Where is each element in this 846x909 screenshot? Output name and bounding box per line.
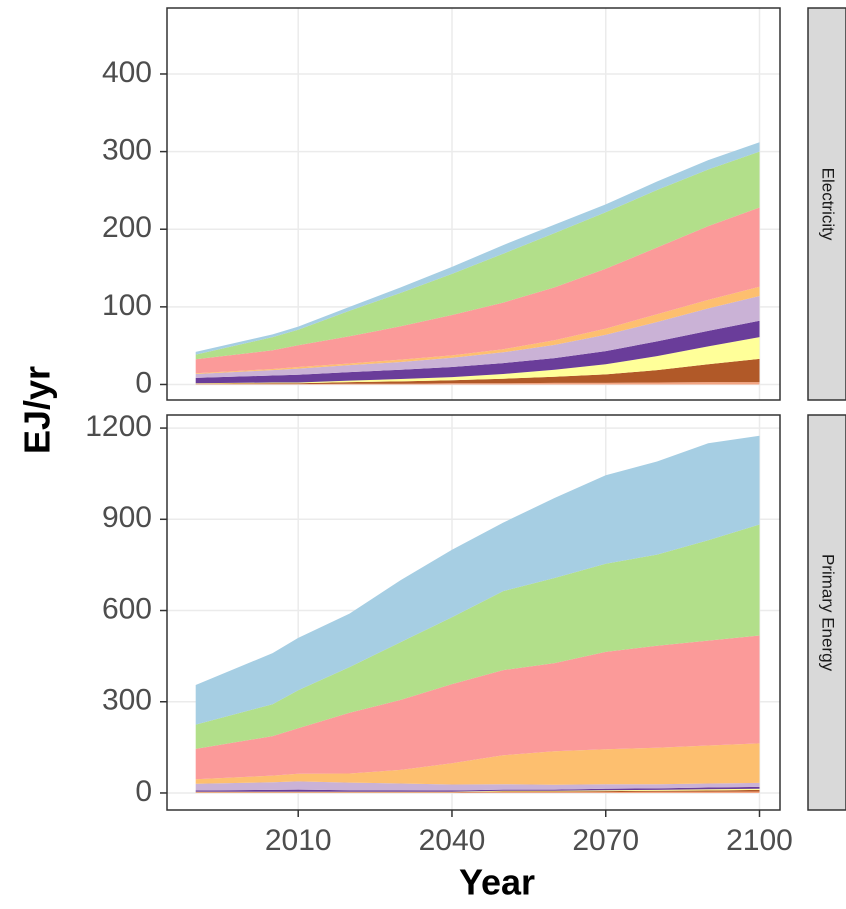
area (195, 635, 760, 780)
area (195, 296, 760, 378)
area (195, 781, 760, 791)
area (195, 524, 760, 749)
area (195, 320, 760, 384)
area (195, 151, 760, 360)
area (195, 789, 760, 793)
area (195, 207, 760, 374)
area (195, 743, 760, 785)
x-tick-label: 2010 (265, 824, 332, 857)
y-axis-label: EJ/yr (17, 366, 58, 454)
area (195, 435, 760, 725)
y-tick-label: 400 (102, 56, 152, 89)
area (195, 786, 760, 792)
facet-label: Primary Energy (819, 554, 838, 672)
y-tick-label: 300 (102, 134, 152, 167)
facet-strip (807, 414, 846, 811)
y-tick-label: 0 (135, 775, 152, 808)
area (195, 788, 760, 793)
area (195, 142, 760, 355)
facet-label: Electricity (819, 168, 838, 241)
x-tick-label: 2100 (726, 824, 793, 857)
y-tick-label: 300 (102, 684, 152, 717)
y-tick-label: 1200 (85, 410, 152, 443)
x-tick-label: 2040 (419, 824, 486, 857)
area (195, 791, 760, 793)
panel-border (166, 414, 781, 811)
area (195, 337, 760, 384)
y-tick-label: 200 (102, 211, 152, 244)
y-tick-label: 0 (135, 366, 152, 399)
y-tick-label: 900 (102, 501, 152, 534)
x-axis-label: Year (459, 862, 535, 903)
y-tick-label: 600 (102, 592, 152, 625)
panel-border (166, 7, 781, 401)
x-tick-label: 2070 (572, 824, 639, 857)
y-tick-label: 100 (102, 289, 152, 322)
area (195, 358, 760, 385)
facet-strip (807, 7, 846, 401)
